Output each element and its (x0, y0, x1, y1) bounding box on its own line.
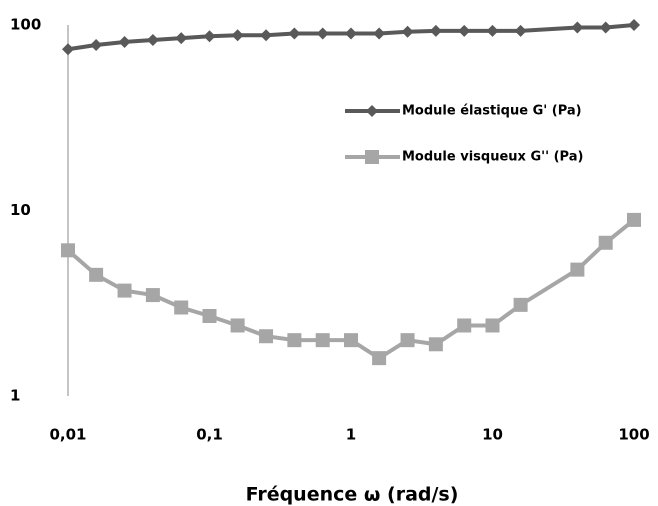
data-point (288, 27, 301, 40)
data-point (571, 21, 584, 34)
x-tick-label: 0,1 (196, 426, 223, 444)
data-point (315, 333, 330, 348)
data-point (598, 235, 613, 250)
data-point (570, 262, 585, 277)
data-point (429, 24, 442, 37)
data-point (203, 30, 216, 43)
legend-label: Module visqueux G'' (Pa) (402, 150, 583, 165)
data-point (61, 243, 75, 258)
data-point (599, 21, 612, 34)
data-point (344, 333, 358, 348)
x-tick-label: 1 (346, 426, 356, 444)
data-point (401, 25, 414, 38)
x-tick-label: 0,01 (49, 426, 86, 444)
data-point (513, 297, 528, 312)
data-point (458, 24, 471, 37)
data-point (514, 24, 527, 37)
data-point (428, 337, 443, 352)
data-point (231, 29, 244, 42)
data-point (316, 27, 329, 40)
data-point (118, 35, 131, 48)
data-point (175, 32, 188, 45)
data-point (90, 39, 103, 52)
y-tick-label: 10 (10, 201, 31, 219)
data-point (287, 333, 302, 348)
x-tick-label: 10 (482, 426, 503, 444)
y-tick-label: 100 (10, 16, 41, 34)
data-point (457, 318, 472, 333)
y-tick-label: 1 (10, 387, 20, 405)
data-point (230, 318, 245, 333)
data-point (345, 27, 357, 40)
data-point (89, 267, 104, 282)
data-point (62, 43, 74, 56)
data-point (372, 351, 387, 366)
data-point (485, 318, 500, 333)
legend-label: Module élastique G' (Pa) (402, 104, 582, 119)
data-point (628, 19, 640, 31)
data-point (373, 27, 386, 40)
data-point (486, 24, 499, 37)
data-point (259, 329, 274, 344)
data-point (202, 308, 217, 323)
data-point (400, 333, 415, 348)
legend-marker (366, 105, 378, 117)
x-tick-label: 100 (618, 426, 649, 444)
data-point (146, 34, 159, 47)
x-axis-title: Fréquence ω (rad/s) (246, 484, 459, 506)
data-point (627, 212, 641, 227)
data-point (117, 283, 132, 298)
data-point (174, 300, 189, 315)
legend-marker (365, 150, 379, 164)
data-point (260, 29, 273, 42)
data-point (145, 288, 160, 303)
